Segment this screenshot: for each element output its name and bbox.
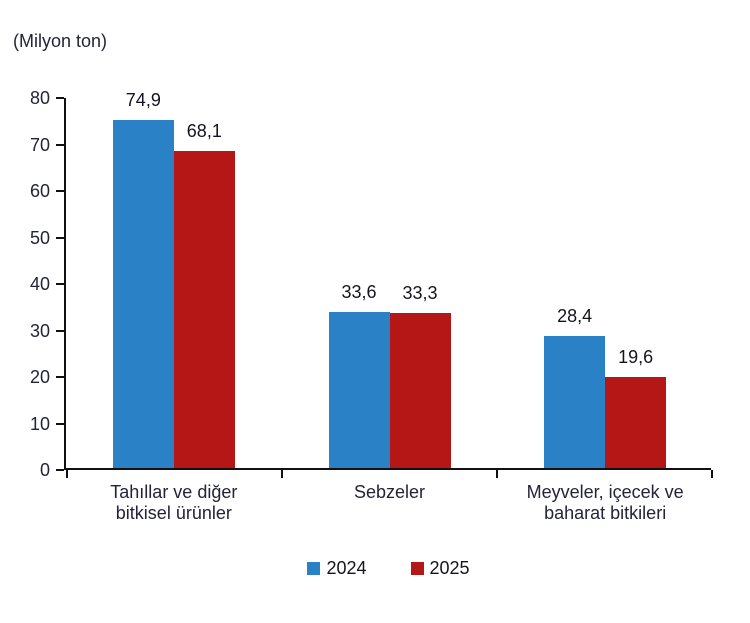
x-tick-mark <box>280 470 283 478</box>
bar-value-label-2024-0: 74,9 <box>125 89 161 110</box>
legend-label-2024: 2024 <box>326 558 367 578</box>
legend-item-2024: 2024 <box>307 558 367 579</box>
legend-swatch-2025 <box>410 562 424 575</box>
bar-value-label-2025-2: 19,6 <box>618 346 654 367</box>
y-tick-mark <box>56 97 64 99</box>
y-tick-label: 50 <box>29 227 50 248</box>
bar-value-label-2025-0: 68,1 <box>186 121 222 142</box>
legend-swatch-2024 <box>307 562 321 575</box>
x-tick-mark <box>496 470 499 478</box>
y-tick-mark <box>56 236 64 239</box>
y-tick-label: 30 <box>29 320 50 341</box>
y-tick-label: 70 <box>29 134 50 155</box>
y-tick-mark <box>56 143 64 146</box>
y-axis-unit-label: (Milyon ton) <box>13 31 108 51</box>
bar-value-label-2025-1: 33,3 <box>402 283 438 304</box>
y-tick-label: 40 <box>29 274 50 294</box>
y-tick-mark <box>56 376 64 378</box>
x-axis-category-labels: Tahıllar ve diğer bitkisel ürünler Sebzel… <box>66 482 713 532</box>
y-tick-label: 10 <box>29 413 50 434</box>
y-tick-label: 60 <box>29 181 50 201</box>
bar-value-label-2024-2: 28,4 <box>557 305 593 326</box>
category-label-1: Sebzeler <box>353 482 425 502</box>
y-tick-label: 0 <box>39 460 50 480</box>
bar-2025-0 <box>173 151 235 468</box>
bar-value-label-2024-1: 33,6 <box>341 281 377 302</box>
y-tick-mark <box>56 283 64 285</box>
bar-2024-2 <box>544 335 606 468</box>
y-tick-label: 20 <box>29 367 50 387</box>
x-tick-mark <box>711 470 713 478</box>
bar-2024-1 <box>328 311 390 468</box>
bar-2025-1 <box>389 313 451 468</box>
category-label-2: Meyveler, içecek ve baharat bitkileri <box>526 482 684 523</box>
y-tick-mark <box>56 469 64 471</box>
legend: 2024 2025 <box>64 558 713 579</box>
bar-2024-0 <box>112 119 174 468</box>
legend-label-2025: 2025 <box>429 558 470 578</box>
y-tick-mark <box>56 329 64 332</box>
plot-area: 0 10 20 30 40 50 60 70 80 74,9 33,6 28,4 68,1 33,3 19,… <box>30 88 713 480</box>
category-label-0: Tahıllar ve diğer bitkisel ürünler <box>110 482 238 523</box>
x-tick-mark <box>66 470 68 478</box>
bar-2025-2 <box>605 376 667 468</box>
legend-item-2025: 2025 <box>410 558 470 579</box>
y-tick-label: 80 <box>29 88 50 108</box>
y-tick-mark <box>56 422 64 425</box>
y-tick-mark <box>56 190 64 192</box>
